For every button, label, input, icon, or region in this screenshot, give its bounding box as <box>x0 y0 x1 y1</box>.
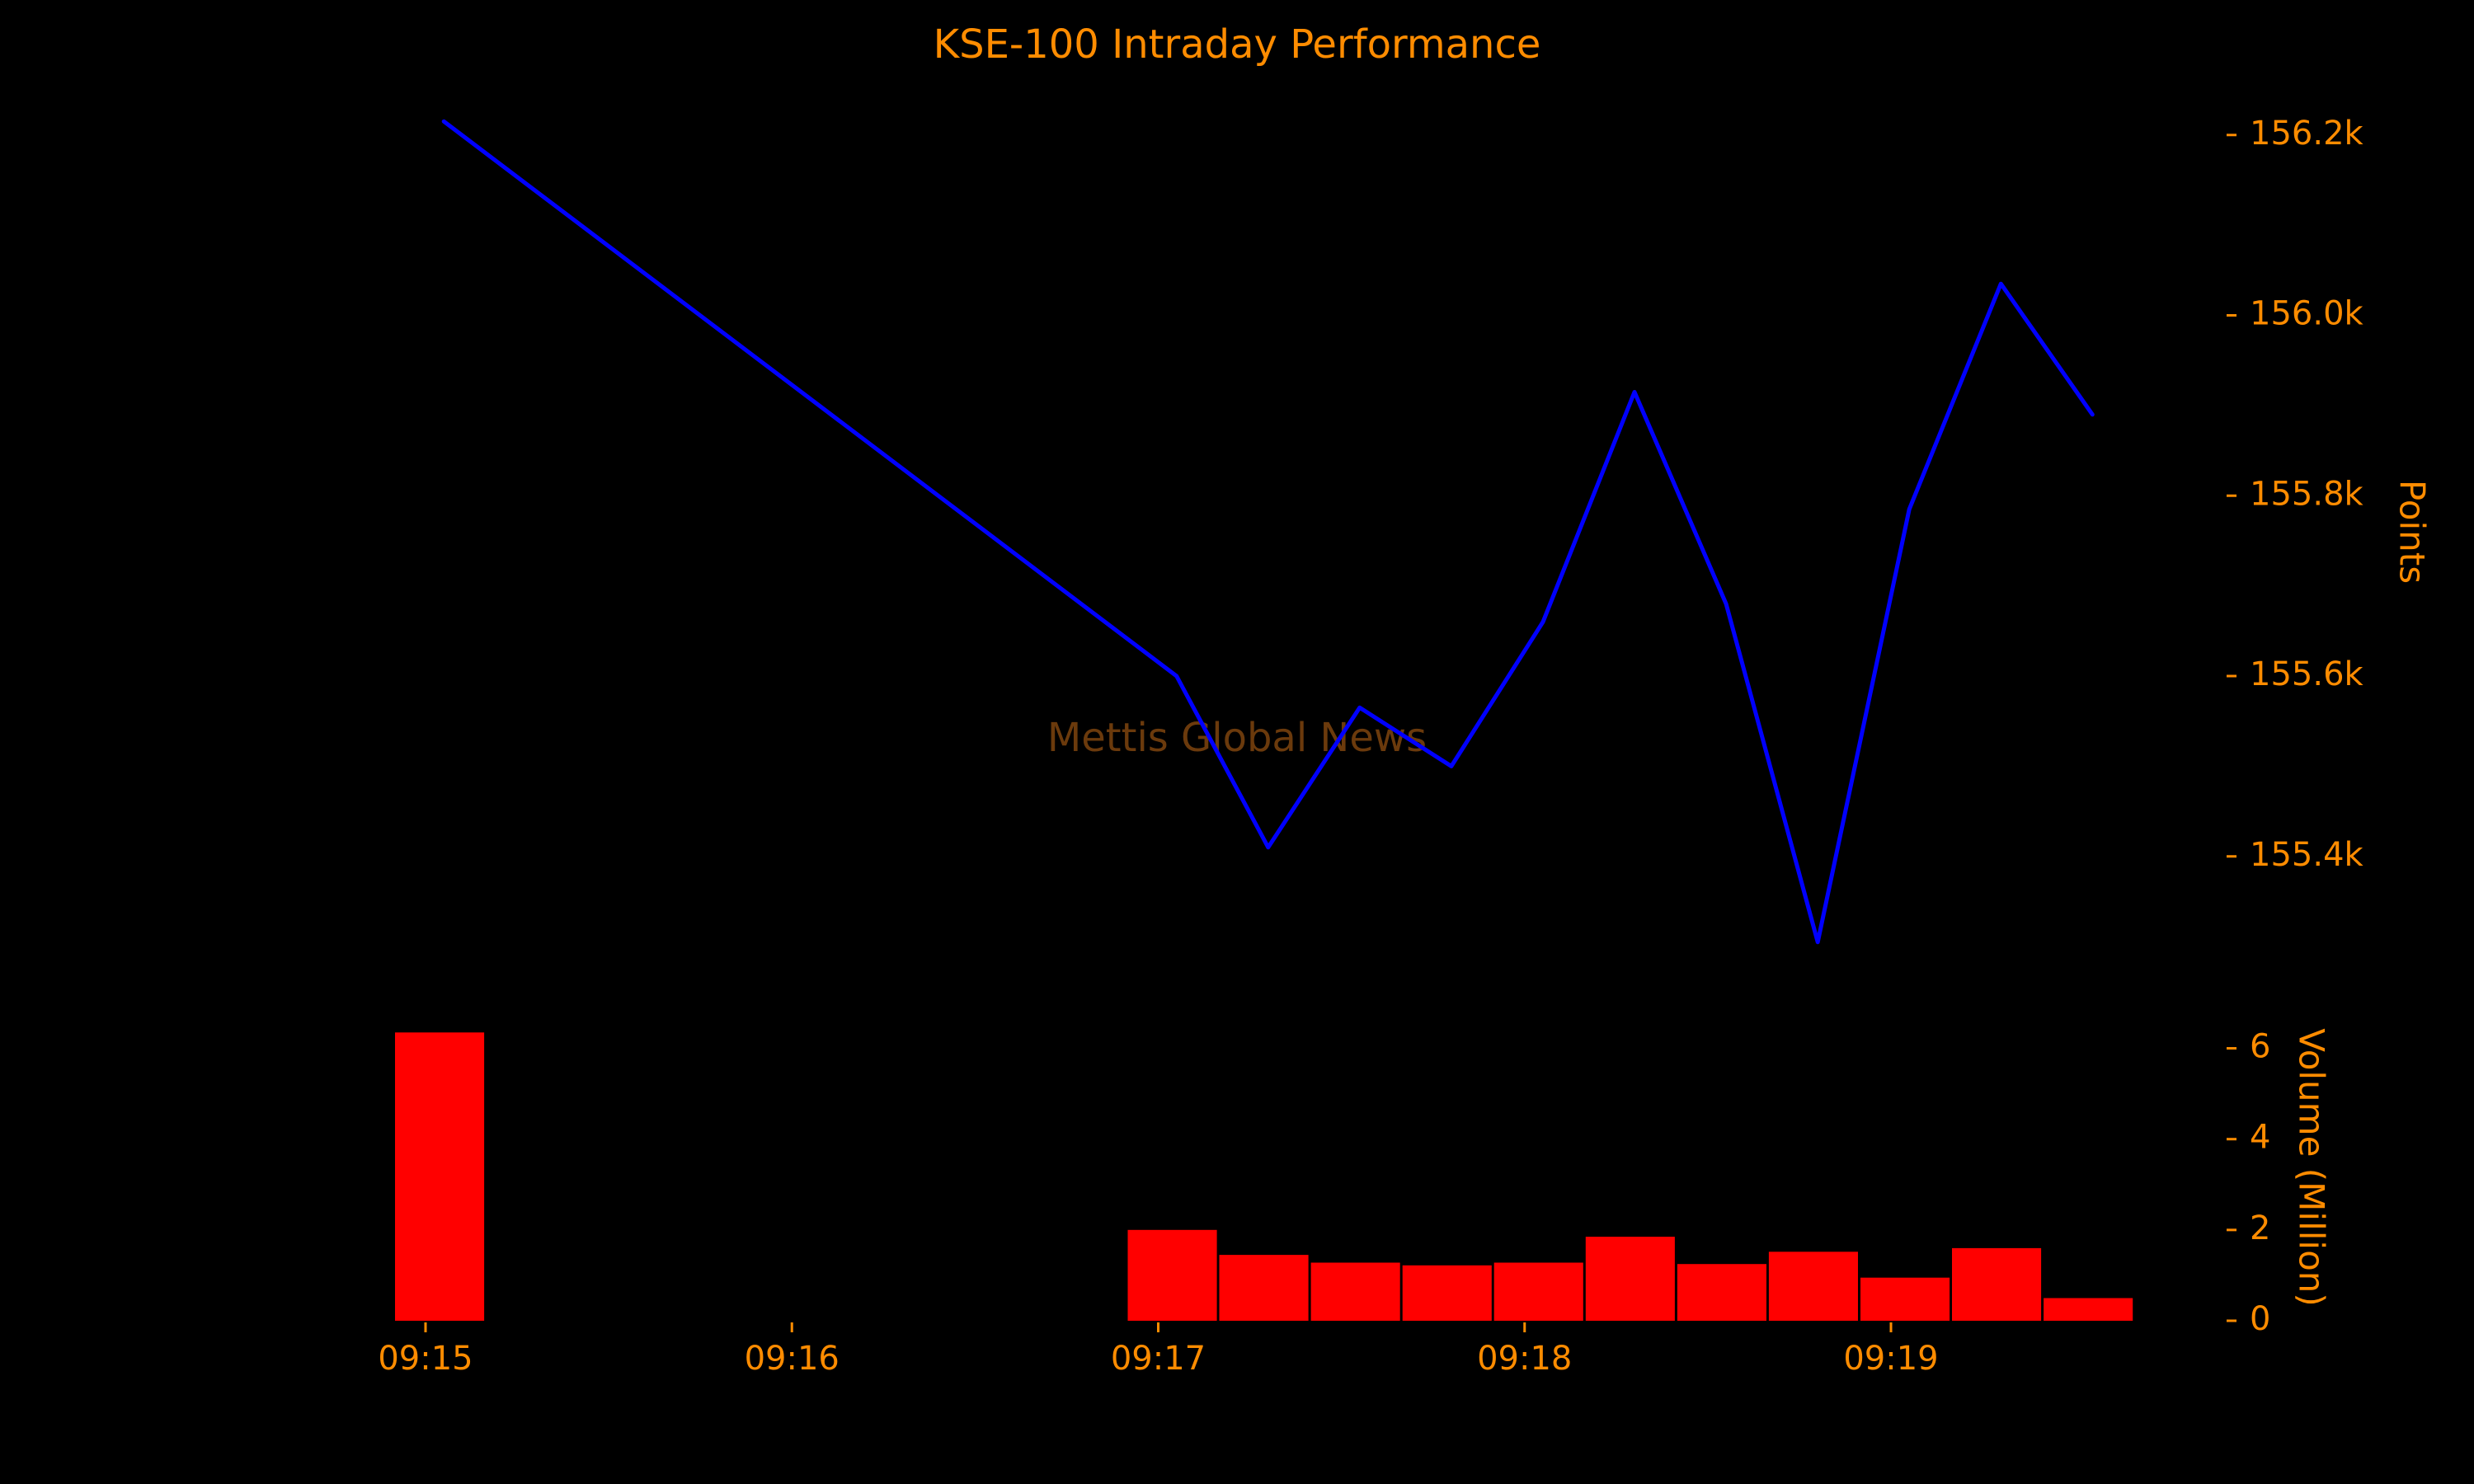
price-line <box>441 119 2095 945</box>
chart-title: KSE-100 Intraday Performance <box>934 21 1541 68</box>
price-y-tick-label: 156.0k <box>2250 295 2364 333</box>
time-x-tick-label: 09:18 <box>1477 1340 1572 1378</box>
time-x-tick-label: 09:16 <box>745 1340 840 1378</box>
volume-bar <box>1860 1277 1950 1321</box>
volume-bar <box>1768 1252 1858 1321</box>
time-x-tick-label: 09:15 <box>378 1340 473 1378</box>
price-y-tick-label: 155.8k <box>2250 475 2364 513</box>
volume-bar <box>1219 1255 1309 1321</box>
volume-bars <box>395 1032 2133 1321</box>
volume-bar <box>1493 1262 1583 1321</box>
volume-y-tick-label: 6 <box>2250 1028 2270 1066</box>
volume-y-tick-label: 0 <box>2250 1300 2270 1338</box>
volume-y-tick-label: 2 <box>2250 1209 2270 1247</box>
volume-bar <box>1310 1262 1400 1321</box>
watermark: Mettis Global News <box>1047 715 1427 761</box>
time-x-tick-label: 09:19 <box>1843 1340 1938 1378</box>
price-y-tick-label: 155.6k <box>2250 655 2364 693</box>
volume-y-axis-label: Volume (Million) <box>2292 1028 2332 1307</box>
volume-bar <box>1402 1265 1492 1321</box>
time-x-tick-label: 09:17 <box>1111 1340 1206 1378</box>
volume-y-axis: 0 2 4 6 <box>2227 1028 2270 1338</box>
volume-bar <box>1127 1229 1217 1321</box>
volume-bar <box>1952 1247 2042 1321</box>
price-y-tick-label: 156.2k <box>2250 115 2364 153</box>
price-series <box>441 119 2095 945</box>
volume-bar <box>2044 1298 2133 1321</box>
volume-bar <box>1677 1264 1766 1321</box>
price-y-axis-label: Points <box>2392 480 2433 584</box>
volume-bar <box>395 1032 485 1321</box>
price-y-axis: 155.4k 155.6k 155.8k 156.0k 156.2k <box>2227 115 2364 874</box>
time-x-axis: 09:15 09:16 09:17 09:18 09:19 <box>378 1322 1939 1378</box>
price-y-tick-label: 155.4k <box>2250 836 2364 874</box>
volume-y-tick-label: 4 <box>2250 1119 2270 1157</box>
volume-bar <box>1585 1237 1675 1321</box>
